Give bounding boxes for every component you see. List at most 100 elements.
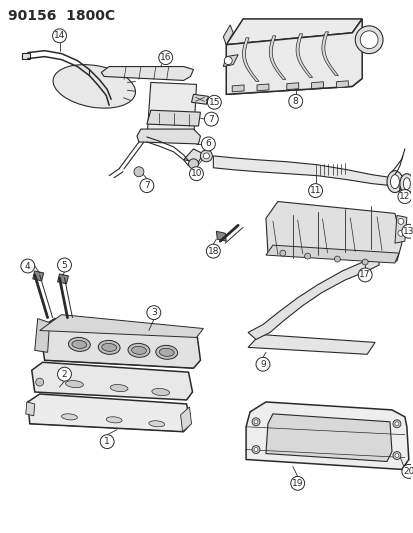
- Text: 3: 3: [151, 308, 156, 317]
- Ellipse shape: [68, 337, 90, 351]
- Text: 17: 17: [358, 270, 370, 279]
- Circle shape: [188, 159, 198, 169]
- Ellipse shape: [399, 174, 413, 193]
- Polygon shape: [226, 19, 361, 94]
- Circle shape: [21, 259, 35, 273]
- Polygon shape: [180, 407, 191, 432]
- Ellipse shape: [102, 343, 116, 351]
- Ellipse shape: [72, 341, 87, 349]
- Polygon shape: [32, 362, 192, 400]
- Text: 14: 14: [54, 31, 65, 41]
- Circle shape: [36, 378, 43, 386]
- Polygon shape: [321, 32, 337, 76]
- Ellipse shape: [149, 421, 164, 427]
- Text: 11: 11: [309, 186, 320, 195]
- Polygon shape: [223, 55, 237, 67]
- Polygon shape: [147, 83, 196, 142]
- Ellipse shape: [98, 341, 120, 354]
- Circle shape: [357, 268, 371, 282]
- Text: 16: 16: [159, 53, 171, 62]
- Text: 13: 13: [402, 227, 413, 236]
- Polygon shape: [232, 85, 244, 92]
- Ellipse shape: [131, 346, 146, 354]
- Circle shape: [52, 29, 66, 43]
- Text: 18: 18: [207, 247, 218, 256]
- Ellipse shape: [386, 171, 402, 192]
- Circle shape: [304, 253, 310, 259]
- Polygon shape: [295, 34, 312, 77]
- Ellipse shape: [53, 64, 135, 108]
- Polygon shape: [137, 129, 200, 144]
- Circle shape: [254, 448, 257, 451]
- Text: 7: 7: [208, 115, 214, 124]
- Ellipse shape: [128, 343, 150, 357]
- Circle shape: [140, 179, 154, 192]
- Ellipse shape: [159, 349, 174, 357]
- Text: 19: 19: [291, 479, 303, 488]
- Polygon shape: [311, 82, 323, 88]
- Polygon shape: [40, 319, 200, 368]
- Polygon shape: [183, 149, 203, 162]
- Text: 4: 4: [25, 262, 31, 271]
- Polygon shape: [22, 53, 30, 59]
- Text: 8: 8: [292, 97, 298, 106]
- Circle shape: [308, 184, 322, 198]
- Polygon shape: [336, 81, 347, 88]
- Circle shape: [394, 422, 398, 426]
- Circle shape: [334, 256, 339, 262]
- Polygon shape: [265, 201, 401, 261]
- Ellipse shape: [106, 417, 122, 423]
- Circle shape: [204, 112, 218, 126]
- Polygon shape: [247, 335, 374, 354]
- Circle shape: [392, 451, 400, 459]
- Circle shape: [354, 26, 382, 54]
- Polygon shape: [265, 414, 391, 462]
- Circle shape: [201, 137, 215, 151]
- Text: 2: 2: [62, 370, 67, 378]
- Circle shape: [57, 258, 71, 272]
- Ellipse shape: [62, 414, 77, 420]
- Polygon shape: [147, 110, 200, 126]
- Ellipse shape: [65, 381, 83, 387]
- Polygon shape: [256, 84, 268, 91]
- Text: 90156  1800C: 90156 1800C: [8, 9, 115, 23]
- Polygon shape: [33, 271, 43, 281]
- Polygon shape: [226, 19, 361, 45]
- Polygon shape: [245, 402, 408, 470]
- Circle shape: [100, 435, 114, 449]
- Circle shape: [288, 94, 302, 108]
- Text: 1: 1: [104, 437, 110, 446]
- Circle shape: [203, 153, 209, 159]
- Text: 20: 20: [402, 467, 413, 476]
- Circle shape: [361, 259, 367, 265]
- Circle shape: [159, 51, 172, 64]
- Ellipse shape: [110, 384, 128, 392]
- Circle shape: [206, 244, 220, 258]
- Circle shape: [397, 190, 411, 204]
- Circle shape: [392, 420, 400, 428]
- Circle shape: [252, 446, 259, 454]
- Polygon shape: [191, 94, 208, 104]
- Polygon shape: [286, 83, 298, 90]
- Circle shape: [401, 464, 413, 478]
- Polygon shape: [216, 231, 226, 241]
- Circle shape: [224, 56, 232, 64]
- Circle shape: [200, 150, 212, 162]
- Polygon shape: [394, 215, 406, 243]
- Circle shape: [252, 418, 259, 426]
- Circle shape: [207, 95, 221, 109]
- Circle shape: [254, 420, 257, 424]
- Text: 15: 15: [208, 98, 220, 107]
- Text: 12: 12: [398, 192, 410, 201]
- Circle shape: [147, 306, 160, 320]
- Circle shape: [255, 357, 269, 371]
- Circle shape: [134, 167, 144, 177]
- Ellipse shape: [389, 175, 399, 189]
- Text: 5: 5: [62, 261, 67, 270]
- Text: 9: 9: [259, 360, 265, 369]
- Polygon shape: [226, 78, 361, 94]
- Circle shape: [359, 31, 377, 49]
- Circle shape: [57, 367, 71, 381]
- Text: 7: 7: [144, 181, 150, 190]
- Polygon shape: [242, 38, 259, 82]
